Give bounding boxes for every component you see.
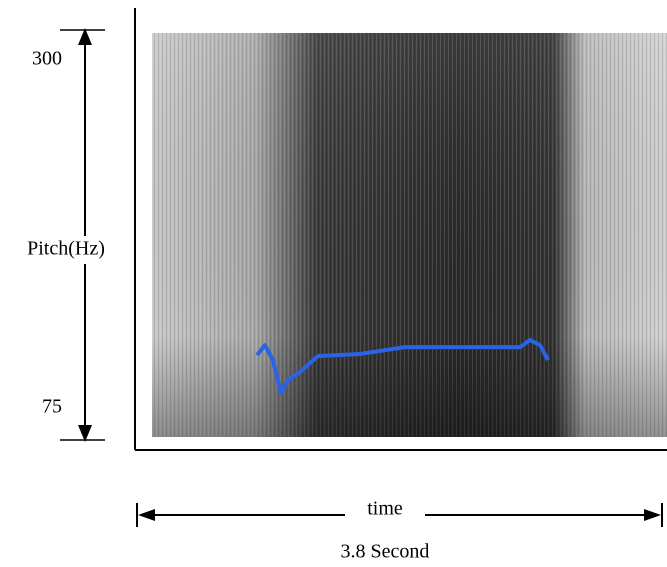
- arrow-head: [78, 28, 92, 45]
- x-axis-label: time: [367, 498, 403, 520]
- label-bg: [345, 500, 425, 528]
- y-tick-label: 300: [32, 48, 62, 70]
- y-axis-label: Pitch(Hz): [27, 238, 105, 260]
- arrow-head: [78, 425, 92, 442]
- arrow-head: [644, 509, 661, 521]
- y-tick-label: 75: [42, 396, 62, 418]
- arrow-head: [138, 509, 155, 521]
- label-bg: [10, 236, 122, 264]
- duration-label: 3.8 Second: [341, 541, 430, 563]
- spectrogram-shade: [152, 33, 667, 437]
- pitch-contour: [255, 338, 550, 395]
